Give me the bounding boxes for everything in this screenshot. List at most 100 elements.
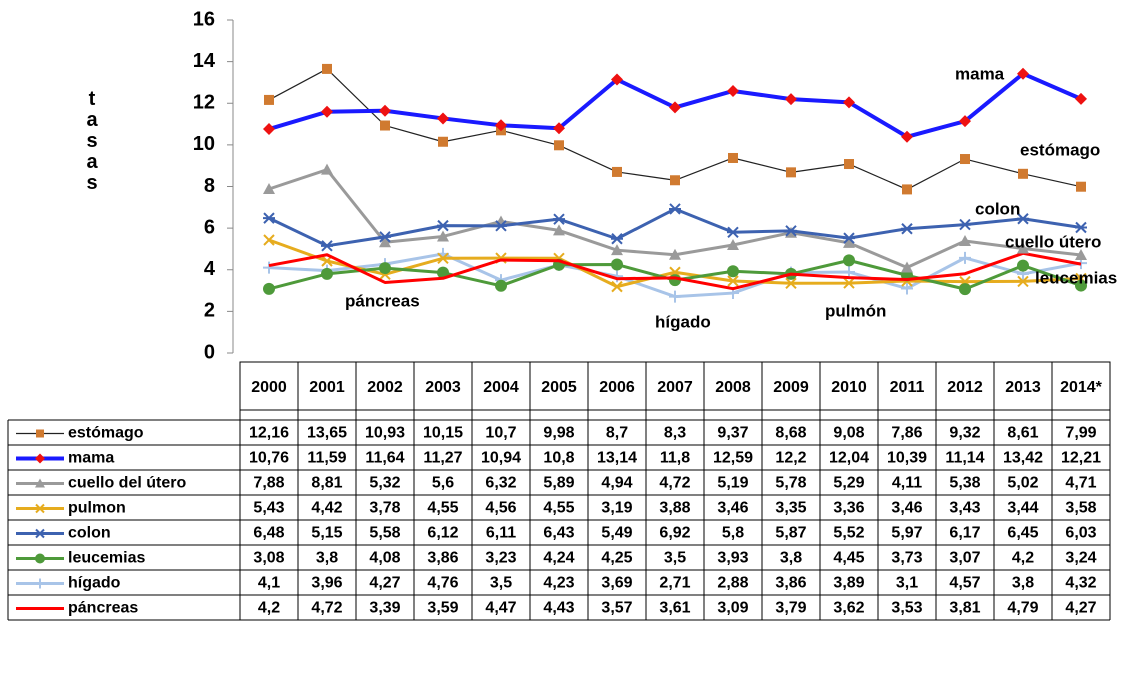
marker	[495, 119, 507, 132]
table-cell: 9,08	[833, 425, 864, 442]
table-cell: 3,07	[949, 550, 980, 567]
marker	[1017, 67, 1029, 80]
annotation: cuello útero	[1005, 232, 1101, 251]
table-cell: 12,2	[775, 450, 806, 467]
table-cell: 9,98	[543, 425, 574, 442]
annotation: mama	[955, 64, 1005, 83]
table-cell: 8,61	[1007, 425, 1038, 442]
marker	[1075, 279, 1087, 292]
marker	[727, 226, 739, 238]
y-tick-label: 12	[193, 92, 215, 114]
marker	[843, 254, 855, 267]
marker	[1017, 259, 1029, 272]
marker	[611, 280, 623, 293]
table-cell: 10,94	[481, 450, 521, 467]
marker	[321, 267, 333, 280]
marker	[263, 123, 275, 136]
marker	[901, 282, 913, 295]
marker	[611, 233, 623, 245]
table-cell: 11,8	[660, 450, 690, 467]
table-cell: 4,72	[659, 475, 690, 492]
marker	[901, 223, 913, 235]
marker	[901, 130, 913, 143]
table-cell: 13,42	[1003, 450, 1043, 467]
table-cell: 4,79	[1007, 600, 1038, 617]
y-tick-label: 0	[204, 341, 215, 363]
table-cell: 8,81	[311, 475, 342, 492]
table-cell: 3,19	[601, 500, 632, 517]
marker	[728, 152, 738, 163]
marker	[379, 231, 391, 243]
marker	[554, 140, 564, 151]
table-cell: 4,2	[1012, 550, 1034, 567]
table-cell: 6,92	[659, 525, 690, 542]
table-cell: 3,62	[833, 600, 864, 617]
table-cell: 12,04	[829, 450, 869, 467]
marker	[785, 93, 797, 106]
table-cell: 11,64	[365, 450, 404, 467]
legend-label: colon	[68, 525, 111, 542]
table-cell: 11,59	[307, 450, 346, 467]
annotation: hígado	[655, 312, 711, 331]
table-cell: 11,14	[945, 450, 984, 467]
table-cell: 8,68	[775, 425, 806, 442]
table-cell: 3,59	[427, 600, 458, 617]
marker	[321, 163, 333, 175]
marker	[1075, 248, 1087, 260]
y-tick-label: 2	[204, 300, 215, 322]
table-cell: 6,11	[486, 525, 516, 542]
table-cell: 4,24	[543, 550, 574, 567]
marker	[959, 283, 971, 296]
x-tick-label: 2002	[367, 379, 403, 396]
table-cell: 4,45	[833, 550, 864, 567]
table-cell: 3,36	[833, 500, 864, 517]
table-cell: 3,46	[717, 500, 748, 517]
legend-label: pulmon	[68, 500, 126, 517]
legend-marker	[35, 478, 45, 488]
table-cell: 10,15	[423, 425, 463, 442]
x-tick-label: 2007	[657, 379, 693, 396]
table-cell: 2,71	[659, 575, 690, 592]
marker	[379, 262, 391, 275]
marker	[264, 94, 274, 105]
table-cell: 3,58	[1065, 500, 1096, 517]
table-cell: 5,15	[311, 525, 342, 542]
marker	[843, 96, 855, 109]
table-cell: 3,96	[311, 575, 342, 592]
table-cell: 5,97	[891, 525, 922, 542]
table-cell: 10,7	[485, 425, 516, 442]
x-tick-label: 2005	[541, 379, 577, 396]
annotation: páncreas	[345, 291, 420, 310]
marker	[843, 277, 855, 289]
marker	[785, 225, 797, 237]
annotation: estómago	[1020, 140, 1100, 159]
legend-marker	[35, 503, 45, 514]
marker	[553, 224, 565, 236]
table-cell: 2,88	[717, 575, 748, 592]
table-cell: 5,89	[543, 475, 574, 492]
table-cell: 6,48	[253, 525, 284, 542]
marker	[959, 218, 971, 231]
table-cell: 4,71	[1065, 475, 1096, 492]
table-cell: 5,58	[369, 525, 400, 542]
table-cell: 3,46	[891, 500, 922, 517]
table-cell: 5,38	[949, 475, 980, 492]
marker	[263, 261, 275, 274]
table-cell: 5,8	[722, 525, 744, 542]
table-cell: 3,81	[949, 600, 980, 617]
table-cell: 7,88	[253, 475, 284, 492]
marker	[1017, 275, 1029, 288]
marker	[1017, 242, 1029, 254]
marker	[1076, 181, 1086, 192]
table-cell: 4,11	[892, 475, 922, 492]
table-cell: 9,32	[949, 425, 980, 442]
marker	[901, 261, 913, 273]
marker	[553, 122, 565, 135]
table-cell: 4,72	[311, 600, 342, 617]
marker	[669, 290, 681, 303]
marker	[1075, 221, 1087, 234]
y-tick-label: 8	[204, 175, 215, 197]
marker	[611, 258, 623, 271]
marker	[959, 115, 971, 128]
